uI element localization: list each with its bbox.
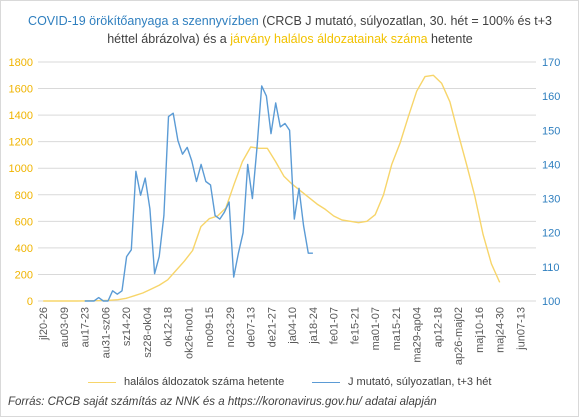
x-tick-label: de07-13 [246,307,258,347]
series-line-jindex [84,85,313,302]
x-tick-label: no09-15 [204,307,216,347]
x-tick-label: jun07-13 [515,307,527,351]
left-tick-label: 1400 [9,110,33,122]
right-tick-label: 120 [542,228,560,240]
right-tick-label: 160 [542,91,560,103]
left-tick-label: 1200 [9,137,33,149]
chart-title: COVID-19 örökítőanyaga a szennyvízben (C… [20,12,560,48]
x-tick-label: maj10-16 [474,307,486,353]
right-tick-label: 100 [542,296,560,308]
left-tick-label: 1000 [9,163,33,175]
title-part-1: COVID-19 örökítőanyaga a szennyvízben [28,14,259,28]
x-tick-label: fe01-07 [329,307,341,344]
x-tick-label: no23-29 [225,307,237,347]
right-tick-label: 150 [542,125,560,137]
legend-label-deaths: halálos áldozatok száma hetente [124,376,285,388]
right-tick-label: 140 [542,159,560,171]
x-tick-label: maj24-30 [495,307,507,353]
right-tick-label: 130 [542,194,560,206]
left-tick-label: 400 [15,243,33,255]
title-part-2: (CRCB J mutató, súlyozatlan, 30. hét = 1… [107,14,552,46]
series-lines [43,74,501,302]
x-tick-label: ap26-maj02 [453,307,465,365]
x-tick-label: au31-sz06 [100,307,112,358]
right-tick-label: 170 [542,57,560,69]
legend-swatch-deaths [88,381,116,383]
x-tick-label: sz14-20 [121,307,133,346]
gridlines [38,61,536,302]
x-tick-label: ma29-ap04 [412,307,424,363]
legend-item-deaths: halálos áldozatok száma hetente [88,376,284,388]
left-tick-label: 0 [27,296,33,308]
x-tick-label: ja18-24 [308,307,320,345]
x-tick-label: ok12-18 [163,307,175,347]
x-tick-label: ap12-18 [432,307,444,347]
x-tick-label: de21-27 [266,307,278,347]
legend-label-jindex: J mutató, súlyozatlan, t+3 hét [348,376,492,388]
x-tick-label: ok26-no01 [183,307,195,359]
x-tick-label: au03-09 [59,307,71,347]
x-tick-label: au17-23 [80,307,92,347]
x-tick-label: sz28-ok04 [142,307,154,358]
left-axis-ticks: 0 200 400 600 800 1000 1200 1400 1600 1800 [9,57,33,308]
x-axis-ticks: jl20-26 au03-09 au17-23 au31-sz06 sz14-20 sz2… [38,307,527,365]
left-tick-label: 800 [15,190,33,202]
x-tick-label: fe15-21 [349,307,361,344]
left-tick-label: 200 [15,269,33,281]
series-line-deaths [43,74,501,302]
left-tick-label: 1600 [9,84,33,96]
x-tick-label: ma01-07 [370,307,382,350]
title-part-3: járvány halálos áldozatainak száma [230,32,428,46]
left-tick-label: 1800 [9,57,33,69]
right-tick-label: 110 [542,262,560,274]
source-note: Forrás: CRCB saját számítás az NNK és a … [8,396,437,408]
legend-item-jindex: J mutató, súlyozatlan, t+3 hét [312,376,491,388]
right-axis-ticks: 100 110 120 130 140 150 160 170 [542,57,560,308]
title-part-4: hetente [427,32,473,46]
x-tick-label: jl20-26 [38,307,50,341]
x-tick-label: ja04-10 [287,307,299,345]
x-tick-label: ma15-21 [391,307,403,350]
left-tick-label: 600 [15,216,33,228]
legend-swatch-jindex [312,381,340,383]
